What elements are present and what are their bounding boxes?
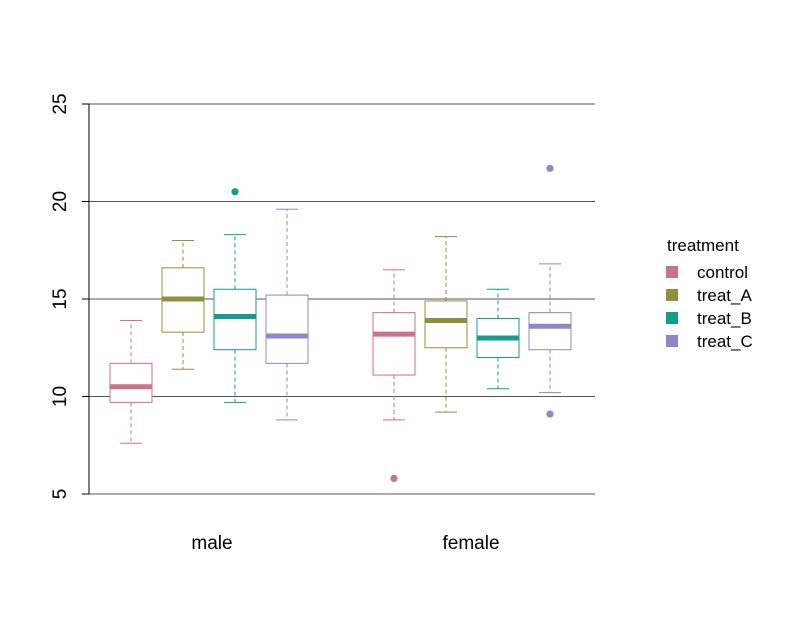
y-tick-label: 15 (50, 288, 71, 309)
box-treat_A-female (424, 236, 468, 413)
y-tick-label: 20 (50, 191, 71, 212)
legend-label-treat_C: treat_C (697, 332, 753, 351)
legend-label-control: control (697, 263, 748, 282)
box-treat_B-male (213, 188, 257, 403)
boxes-layer (109, 164, 572, 482)
box-iqr (109, 362, 153, 403)
legend-label-treat_A: treat_A (697, 286, 752, 305)
box-treat_C-female (528, 164, 572, 418)
outlier-point (390, 474, 398, 482)
box-iqr (528, 312, 572, 351)
category-labels: male female (191, 533, 499, 554)
box-iqr (372, 312, 416, 376)
box-control-male (109, 319, 153, 444)
legend-swatch-control (666, 266, 678, 278)
box-iqr (424, 300, 468, 349)
legend-label-treat_B: treat_B (697, 309, 752, 328)
legend-swatch-treat_A (666, 289, 678, 301)
category-label-female: female (442, 533, 499, 554)
box-iqr (213, 288, 257, 351)
legend: treatment control treat_A treat_B treat_C (666, 236, 753, 351)
box-iqr (265, 294, 309, 364)
category-label-male: male (191, 533, 232, 554)
legend-swatch-treat_C (666, 335, 678, 347)
box-treat_C-male (265, 208, 309, 421)
outlier-point (231, 188, 239, 196)
y-tick-label: 10 (50, 386, 71, 407)
legend-swatch-treat_B (666, 312, 678, 324)
outlier-point (546, 164, 554, 172)
y-tick-label: 25 (50, 93, 71, 114)
y-axis: 5 10 15 20 25 (50, 93, 90, 500)
legend-title: treatment (667, 236, 739, 255)
box-treat_A-male (161, 240, 205, 370)
box-treat_B-female (476, 288, 520, 390)
box-control-female (372, 269, 416, 482)
y-tick-label: 5 (50, 489, 71, 500)
outlier-point (546, 410, 554, 418)
